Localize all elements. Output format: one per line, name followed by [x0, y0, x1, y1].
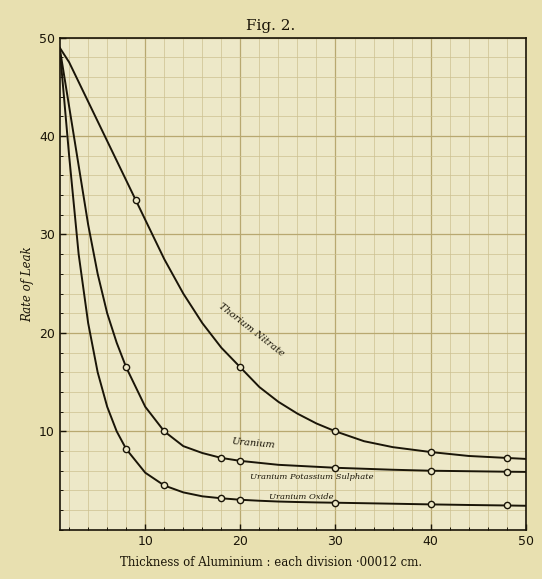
Text: Thorium Nitrate: Thorium Nitrate	[217, 301, 286, 358]
Y-axis label: Rate of Leak: Rate of Leak	[22, 246, 35, 321]
Text: Uranium: Uranium	[231, 437, 275, 450]
Text: Thickness of Aluminium : each division ·00012 cm.: Thickness of Aluminium : each division ·…	[120, 556, 422, 569]
Text: Uranium Oxide: Uranium Oxide	[269, 493, 333, 501]
Text: Fig. 2.: Fig. 2.	[247, 19, 295, 32]
Text: Uranium Potassium Sulphate: Uranium Potassium Sulphate	[250, 472, 373, 481]
